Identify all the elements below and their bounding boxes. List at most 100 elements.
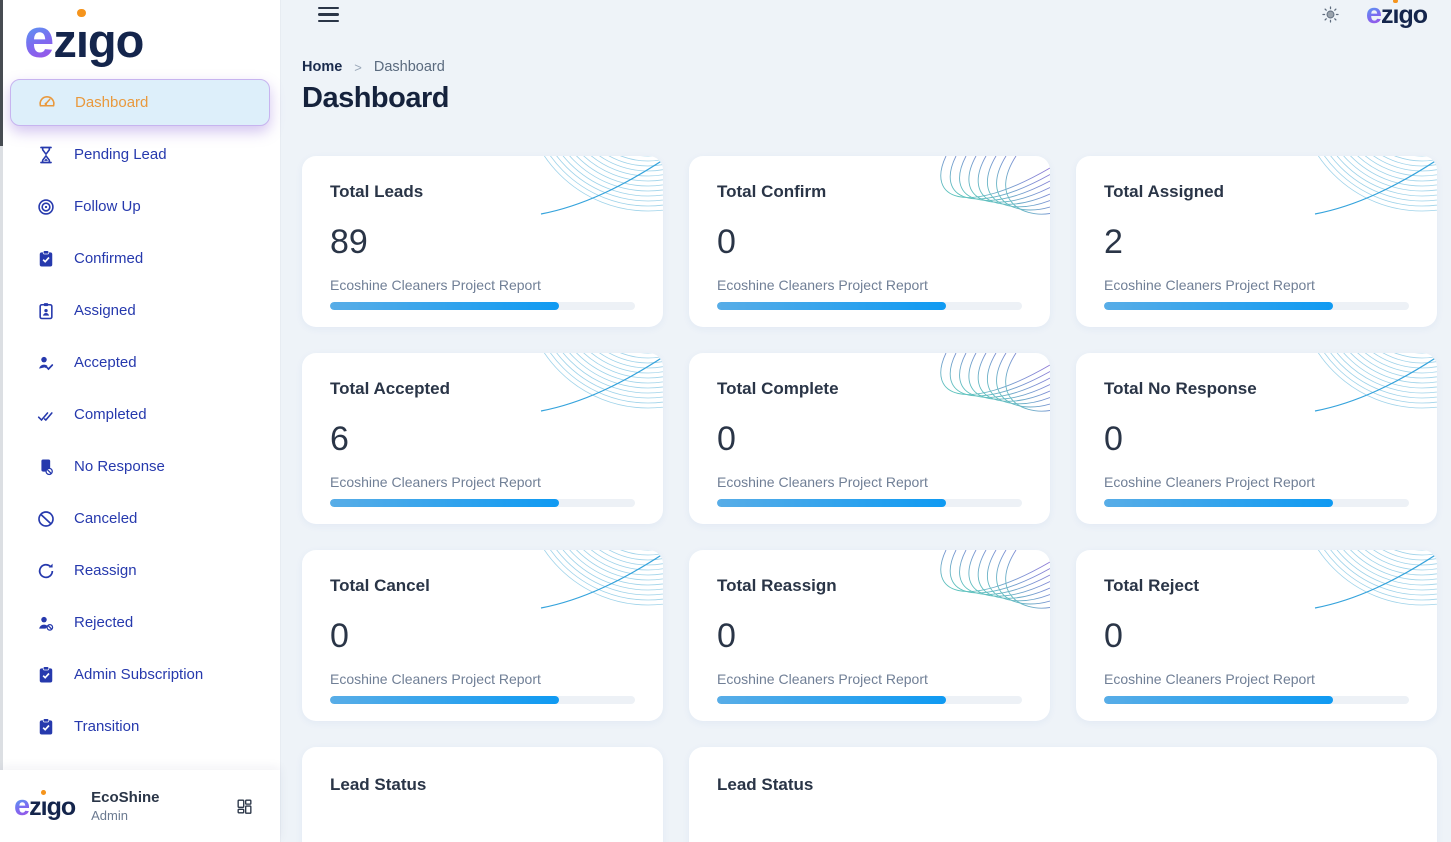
sidebar-item-label: Pending Lead [74,146,167,164]
stat-card-total-confirm: Total Confirm 0 Ecoshine Cleaners Projec… [689,156,1050,327]
content: Home > Dashboard Dashboard Total Leads 8… [281,29,1451,842]
sidebar-scrollbar-thumb[interactable] [0,0,3,146]
page-title: Dashboard [302,82,449,114]
sidebar-nav: Dashboard Pending Lead Follow Up Confirm… [0,73,280,753]
sidebar-item-label: Assigned [74,302,136,320]
stat-card-total-reassign: Total Reassign 0 Ecoshine Cleaners Proje… [689,550,1050,721]
progress-bar [717,302,1022,310]
brand-logo-go: go [87,14,144,67]
breadcrumb: Home > Dashboard [302,59,1437,75]
progress-bar [1104,499,1409,507]
user-meta: EcoShine Admin [91,789,235,823]
sidebar-item-label: Dashboard [75,93,149,111]
progress-bar [330,302,635,310]
sidebar-item-label: Reassign [74,562,137,580]
sidebar-item-label: Follow Up [74,198,141,216]
topbar-avatar-logo[interactable]: ezıgo [1365,0,1428,30]
sidebar-item-admin-subscription[interactable]: Admin Subscription [0,649,280,701]
stat-card-subtitle: Ecoshine Cleaners Project Report [717,277,928,293]
sidebar: ezıgo Dashboard Pending Lead Follow Up [0,0,281,842]
clipboard-check-icon [36,717,56,737]
clipboard-person-icon [36,301,56,321]
stat-card-value: 0 [330,617,349,655]
sidebar-item-label: Confirmed [74,250,144,268]
sidebar-item-label: Admin Subscription [74,666,204,684]
sidebar-item-canceled[interactable]: Canceled [0,493,280,545]
stat-card-title: Total Leads [330,182,424,201]
sidebar-item-follow-up[interactable]: Follow Up [0,181,280,233]
stat-card-title: Total Accepted [330,379,450,398]
user-role: Admin [91,808,128,823]
layout-grid-icon[interactable] [235,797,254,816]
sidebar-user-panel: ezıgo EcoShine Admin [0,770,280,842]
stat-card-title: Total No Response [1104,379,1257,398]
progress-bar [330,696,635,704]
stat-card-value: 0 [1104,420,1123,458]
lead-status-card: Lead Status [302,747,663,842]
phone-slash-icon [36,457,56,477]
progress-bar [1104,696,1409,704]
sidebar-item-pending-lead[interactable]: Pending Lead [0,129,280,181]
cancel-icon [36,509,56,529]
stat-card-value: 0 [717,223,736,261]
stat-card-subtitle: Ecoshine Cleaners Project Report [330,277,541,293]
stat-card-value: 0 [717,617,736,655]
sidebar-item-accepted[interactable]: Accepted [0,337,280,389]
sidebar-item-label: Completed [74,406,147,424]
stat-card-value: 0 [717,420,736,458]
stat-card-total-reject: Total Reject 0 Ecoshine Cleaners Project… [1076,550,1437,721]
breadcrumb-current: Dashboard [373,59,445,75]
person-slash-icon [36,613,56,633]
stat-card-value: 0 [1104,617,1123,655]
stat-card-title: Total Reassign [717,576,837,595]
lead-status-title: Lead Status [330,775,427,794]
sidebar-item-label: Canceled [74,510,138,528]
sidebar-item-rejected[interactable]: Rejected [0,597,280,649]
sidebar-item-reassign[interactable]: Reassign [0,545,280,597]
topbar-right: ezıgo [1321,0,1428,30]
sidebar-scrollbar[interactable] [0,0,3,770]
brand-logo-z: z [53,14,76,67]
sidebar-item-dashboard[interactable]: Dashboard [10,78,270,126]
stat-card-subtitle: Ecoshine Cleaners Project Report [717,474,928,490]
sidebar-item-label: Transition [74,718,140,736]
sidebar-item-label: Accepted [74,354,137,372]
sidebar-item-label: Rejected [74,614,134,632]
hourglass-icon [36,145,56,165]
person-check-icon [36,353,56,373]
stat-card-total-leads: Total Leads 89 Ecoshine Cleaners Project… [302,156,663,327]
hamburger-icon[interactable] [318,6,342,23]
main-area: ezıgo Home > Dashboard Dashboard Total L… [281,0,1451,842]
stat-card-total-complete: Total Complete 0 Ecoshine Cleaners Proje… [689,353,1050,524]
stat-card-subtitle: Ecoshine Cleaners Project Report [717,671,928,687]
stat-card-total-cancel: Total Cancel 0 Ecoshine Cleaners Project… [302,550,663,721]
stat-card-value: 6 [330,420,349,458]
stat-card-title: Total Reject [1104,576,1200,595]
gauge-icon [37,92,57,112]
user-name: EcoShine [91,789,160,806]
brand-logo[interactable]: ezıgo [0,0,280,73]
stat-cards-grid: Total Leads 89 Ecoshine Cleaners Project… [302,156,1437,842]
stat-card-subtitle: Ecoshine Cleaners Project Report [330,671,541,687]
breadcrumb-home-link[interactable]: Home [302,59,343,75]
stat-card-subtitle: Ecoshine Cleaners Project Report [330,474,541,490]
stat-card-title: Total Cancel [330,576,430,595]
clipboard-check-icon [36,665,56,685]
stat-card-total-assigned: Total Assigned 2 Ecoshine Cleaners Proje… [1076,156,1437,327]
stat-card-value: 2 [1104,223,1123,261]
brand-logo-e: e [24,8,54,69]
sun-icon[interactable] [1321,5,1340,24]
sidebar-item-assigned[interactable]: Assigned [0,285,280,337]
stat-card-total-no-response: Total No Response 0 Ecoshine Cleaners Pr… [1076,353,1437,524]
sidebar-item-no-response[interactable]: No Response [0,441,280,493]
sidebar-item-completed[interactable]: Completed [0,389,280,441]
stat-card-subtitle: Ecoshine Cleaners Project Report [1104,474,1315,490]
lead-status-card-wide: Lead Status [689,747,1437,842]
sidebar-item-transition[interactable]: Transition [0,701,280,753]
stat-card-title: Total Complete [717,379,839,398]
sidebar-item-confirmed[interactable]: Confirmed [0,233,280,285]
clipboard-check-icon [36,249,56,269]
progress-bar [1104,302,1409,310]
progress-bar [330,499,635,507]
topbar: ezıgo [281,0,1451,29]
